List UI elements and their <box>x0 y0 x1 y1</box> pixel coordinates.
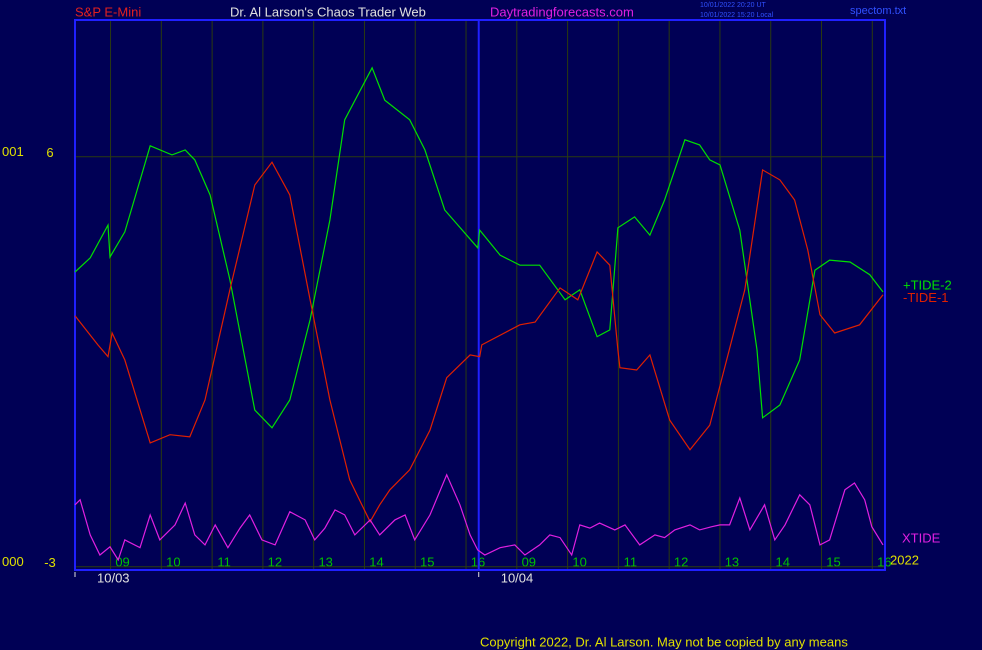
plot-frame <box>74 19 886 571</box>
series-label: +TIDE-2 <box>903 277 952 292</box>
y-tick-label: -3 <box>44 555 56 570</box>
series-line <box>74 161 884 523</box>
x-tick-label: 15 <box>826 554 840 569</box>
copyright: Copyright 2022, Dr. Al Larson. May not b… <box>480 634 848 649</box>
date-label: 10/04 <box>501 570 534 585</box>
left-label: 001 <box>2 144 24 159</box>
series-label: -TIDE-1 <box>903 290 949 305</box>
year-label: 2022 <box>890 552 919 567</box>
x-tick-label: 09 <box>522 554 536 569</box>
x-tick-label: 13 <box>318 554 332 569</box>
x-tick-label: 11 <box>624 554 638 569</box>
series-label: XTIDE <box>902 530 941 545</box>
site-url: Daytradingforecasts.com <box>490 4 634 19</box>
x-tick-label: 12 <box>674 554 688 569</box>
left-label: 000 <box>2 554 24 569</box>
series-line <box>74 473 884 562</box>
x-tick-label: 14 <box>776 554 790 569</box>
file-name: spectom.txt <box>850 5 906 17</box>
x-tick-label: 13 <box>725 554 739 569</box>
x-tick-label: 15 <box>420 554 434 569</box>
x-tick-label: 10 <box>572 554 586 569</box>
instrument: S&P E-Mini <box>75 4 141 19</box>
date-label: 10/03 <box>97 570 130 585</box>
x-tick-label: 14 <box>369 554 383 569</box>
x-tick-label: 11 <box>217 554 231 569</box>
x-tick-label: 12 <box>268 554 282 569</box>
x-tick-label: 10 <box>166 554 180 569</box>
y-tick-label: 6 <box>46 145 53 160</box>
timestamp: 10/01/2022 20:20 UT <box>700 2 766 9</box>
timestamp: 10/01/2022 15:20 Local <box>700 12 774 19</box>
site-title: Dr. Al Larson's Chaos Trader Web <box>230 4 426 19</box>
series-line <box>74 66 884 429</box>
